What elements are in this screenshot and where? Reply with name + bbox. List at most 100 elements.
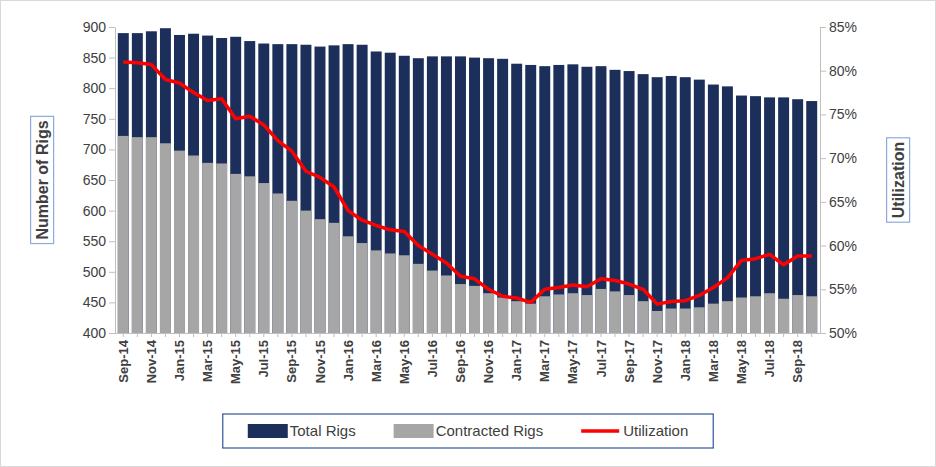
bar	[652, 77, 663, 333]
x-tick-mark	[179, 333, 180, 337]
y2-tick-mark	[820, 202, 826, 203]
bar	[610, 70, 621, 333]
x-tick-mark	[530, 333, 531, 337]
bar-series	[118, 28, 817, 333]
x-tick-mark	[334, 333, 335, 337]
x-tick-label: Mar-17	[537, 340, 552, 382]
x-tick-label: Sep-17	[622, 340, 637, 383]
x-tick-mark	[362, 333, 363, 337]
y-tick: 400	[83, 325, 115, 341]
x-tick-mark	[207, 333, 208, 337]
x-tick-mark	[615, 333, 616, 337]
x-tick	[558, 333, 559, 337]
y-tick-mark	[109, 88, 115, 89]
y-tick-mark	[109, 149, 115, 150]
y-tick: 600	[83, 203, 115, 219]
x-tick-mark	[699, 333, 700, 337]
x-tick: Jan-18	[678, 333, 693, 381]
x-tick-mark	[404, 333, 405, 337]
chart: 40045050055060065070075080085090050%55%6…	[0, 0, 936, 467]
x-tick-mark	[797, 333, 798, 337]
bar	[244, 41, 255, 333]
x-tick-label: May-17	[565, 340, 580, 384]
bar	[413, 58, 424, 333]
x-tick: Sep-17	[622, 333, 637, 383]
x-tick-mark	[390, 333, 391, 337]
bar	[146, 137, 157, 333]
bar	[792, 295, 803, 333]
bar	[441, 275, 452, 333]
y-tick-label: 750	[83, 111, 107, 127]
bar	[497, 298, 508, 333]
y-tick-mark	[109, 211, 115, 212]
bar	[118, 136, 129, 333]
y-tick-label: 850	[83, 50, 107, 66]
x-tick	[671, 333, 672, 337]
x-tick	[193, 333, 194, 337]
y2-tick: 55%	[820, 281, 857, 297]
bar	[666, 76, 677, 333]
y-tick: 650	[83, 172, 115, 188]
bar	[610, 291, 621, 333]
bar	[343, 44, 354, 333]
x-tick	[249, 333, 250, 337]
y2-tick-mark	[820, 71, 826, 72]
bar	[272, 44, 283, 333]
x-tick-label: Mar-18	[706, 340, 721, 382]
x-tick-label: Jan-18	[678, 340, 693, 381]
x-tick-mark	[460, 333, 461, 337]
y2-tick-mark	[820, 158, 826, 159]
x-tick: Jul-18	[762, 333, 777, 378]
y2-tick-label: 70%	[829, 150, 857, 166]
x-tick-mark	[474, 333, 475, 337]
bar	[581, 295, 592, 333]
y-tick: 550	[83, 233, 115, 249]
bar	[230, 37, 241, 333]
bar	[806, 101, 817, 333]
x-tick	[783, 333, 784, 337]
bar	[469, 58, 480, 333]
y-tick: 450	[83, 294, 115, 310]
x-tick-mark	[502, 333, 503, 337]
x-tick	[305, 333, 306, 337]
x-tick-mark	[671, 333, 672, 337]
x-tick-label: Jan-15	[172, 340, 187, 381]
bar	[188, 156, 199, 333]
bar	[652, 311, 663, 333]
legend-label: Total Rigs	[290, 422, 356, 439]
x-tick-label: Jan-16	[341, 340, 356, 381]
bar	[371, 51, 382, 333]
bar	[413, 264, 424, 333]
x-tick	[727, 333, 728, 337]
x-tick-mark	[348, 333, 349, 337]
x-tick-mark	[165, 333, 166, 337]
x-tick-mark	[629, 333, 630, 337]
bar	[539, 296, 550, 333]
y-tick-label: 800	[83, 80, 107, 96]
x-tick-mark	[713, 333, 714, 337]
x-tick: Jul-16	[425, 333, 440, 378]
legend-label: Utilization	[623, 422, 688, 439]
bar	[638, 301, 649, 333]
y-tick-label: 900	[83, 19, 107, 35]
x-tick-label: Jul-15	[256, 340, 271, 378]
bar	[511, 301, 522, 333]
x-tick-mark	[586, 333, 587, 337]
y2-tick-label: 60%	[829, 238, 857, 254]
y-tick-label: 600	[83, 203, 107, 219]
plot-area	[118, 28, 817, 333]
x-tick-label: May-18	[734, 340, 749, 384]
bar	[708, 304, 719, 333]
x-tick	[643, 333, 644, 337]
x-tick-label: Nov-15	[313, 340, 328, 383]
bar	[427, 271, 438, 333]
x-tick-label: Sep-16	[453, 340, 468, 383]
x-tick: Jan-15	[172, 333, 187, 381]
x-tick-label: Jul-17	[594, 340, 609, 378]
legend-box	[223, 414, 713, 448]
bar	[202, 36, 213, 333]
x-tick-mark	[516, 333, 517, 337]
x-tick: Nov-15	[313, 333, 328, 383]
y-axis-title-group: Number of Rigs	[31, 116, 54, 243]
y2-tick: 70%	[820, 150, 857, 166]
